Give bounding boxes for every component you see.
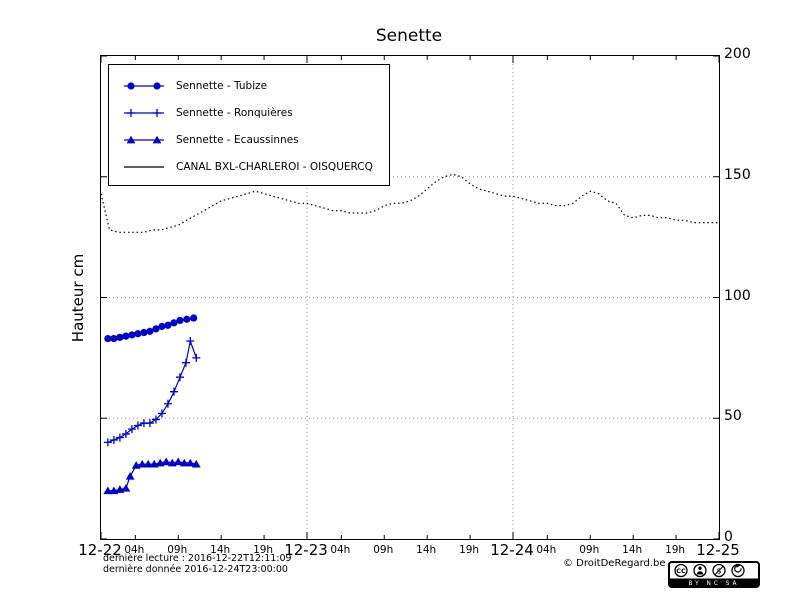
y-axis-tick-label: 0 [724,529,733,545]
x-axis-hour-label: 19h [665,544,686,556]
cc-license-badge: CC $ BY NC SA [668,561,760,588]
cc-sa-arrow-icon [731,563,745,578]
y-axis-tick-label: 150 [724,166,751,183]
x-axis-day-label: 12-23 [284,541,328,559]
chart-title: Senette [375,26,443,46]
footer-last-reading: dernière lecture : 2016-12-22T12:11:09 [103,553,292,564]
x-axis-hour-label: 14h [622,544,643,556]
legend-label: CANAL BXL-CHARLEROI - OISQUERCQ [176,160,373,173]
y-axis-tick-label: 200 [724,46,751,62]
y-axis-tick-label: 100 [724,287,751,304]
cc-badge-text: BY NC SA [688,581,739,587]
cc-badge-strip [670,578,758,586]
legend-marker-line-icon [124,165,164,168]
x-axis-day-label: 12-22 [78,541,122,559]
x-axis-hour-label: 14h [210,544,231,556]
svg-text:CC: CC [676,567,686,575]
cc-nc-dollar-icon: $ [712,563,726,578]
legend-item-tubize: Sennette - Tubize [121,72,389,99]
legend-marker-circle-icon [124,81,164,90]
footer-last-data: dernière donnée 2016-12-24T23:00:00 [103,564,288,575]
x-axis-hour-label: 19h [253,544,274,556]
legend-item-ronquieres: Sennette - Ronquières [121,99,389,126]
x-axis-hour-label: 09h [167,544,188,556]
copyright-text: © DroitDeRegard.be [563,558,666,569]
x-axis-hour-label: 09h [373,544,394,556]
x-axis-hour-label: 04h [536,544,557,556]
cc-logo-icon: CC [674,563,688,578]
legend-marker-plus-icon [124,108,164,117]
x-axis-day-label: 12-25 [696,541,740,559]
legend-marker-triangle-icon [124,135,164,143]
x-axis-hour-label: 09h [579,544,600,556]
x-axis-hour-label: 04h [330,544,351,556]
legend-item-ecaussinnes: Sennette - Ecaussinnes [121,126,389,153]
x-axis-hour-label: 14h [416,544,437,556]
x-axis-day-label: 12-24 [490,541,534,559]
cc-by-person-icon [693,563,707,578]
legend-label: Sennette - Tubize [176,79,268,92]
legend-label: Sennette - Ronquières [176,106,293,119]
x-axis-hour-label: 04h [124,544,145,556]
y-axis-title: Hauteur cm [69,253,87,343]
legend-item-canal: CANAL BXL-CHARLEROI - OISQUERCQ [121,153,389,180]
legend: Sennette - Tubize Sennette - Ronquières … [108,64,390,186]
legend-label: Sennette - Ecaussinnes [176,133,299,146]
y-axis-tick-label: 50 [724,408,742,425]
x-axis-hour-label: 19h [459,544,480,556]
